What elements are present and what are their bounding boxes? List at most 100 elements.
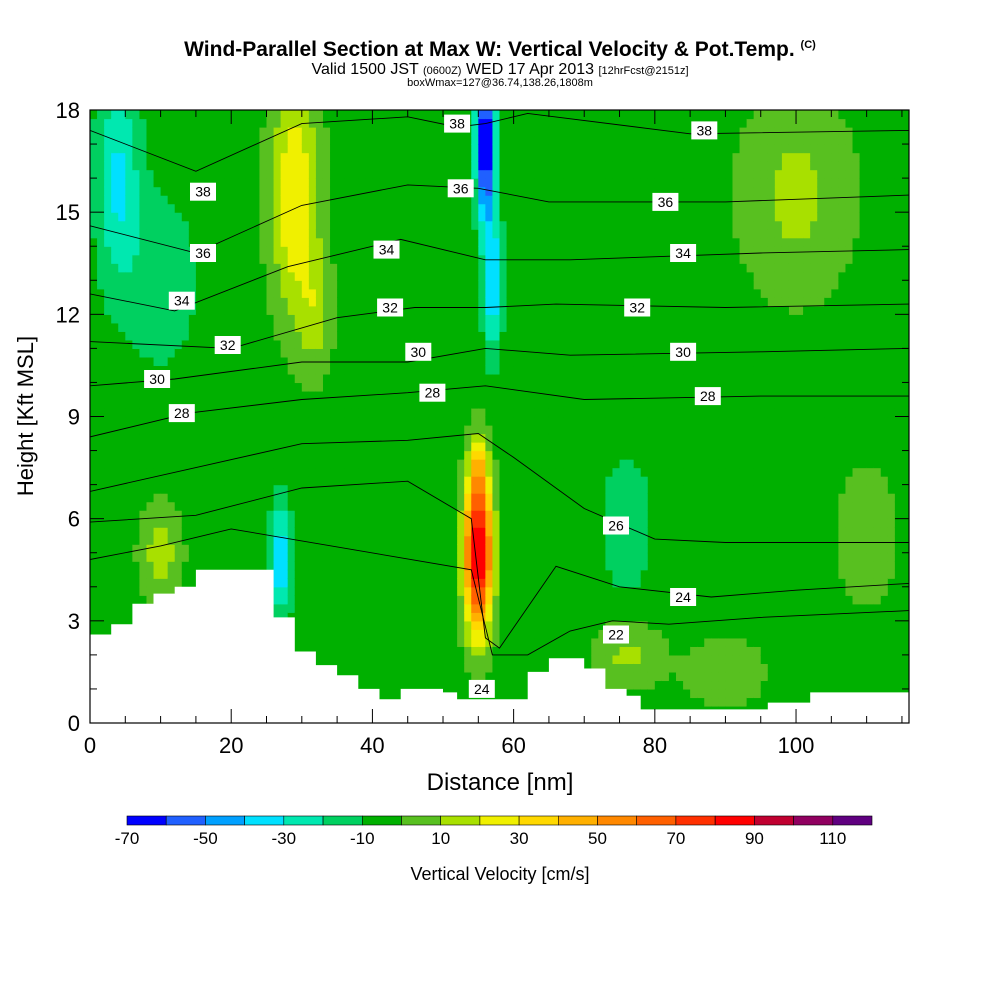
velocity-cell — [167, 501, 176, 511]
velocity-cell — [577, 561, 585, 571]
velocity-cell — [414, 178, 423, 188]
velocity-cell — [104, 569, 112, 579]
velocity-cell — [548, 280, 557, 290]
velocity-cell — [118, 152, 126, 162]
velocity-cell — [337, 229, 345, 239]
velocity-cell — [555, 152, 564, 162]
velocity-cell — [238, 246, 246, 256]
velocity-cell — [443, 680, 451, 690]
velocity-cell — [224, 425, 232, 435]
velocity-cell — [217, 127, 225, 137]
velocity-cell — [499, 186, 508, 196]
velocity-cell — [245, 450, 253, 460]
velocity-cell — [153, 144, 162, 154]
velocity-cell — [492, 203, 501, 213]
velocity-cell — [492, 510, 501, 520]
velocity-cell — [139, 518, 148, 528]
velocity-cell — [457, 552, 465, 562]
velocity-cell — [365, 612, 374, 622]
velocity-cell — [513, 501, 522, 511]
velocity-cell — [541, 629, 550, 639]
velocity-cell — [322, 212, 331, 222]
velocity-cell — [322, 518, 331, 528]
velocity-cell — [527, 518, 536, 528]
velocity-cell — [478, 212, 486, 222]
velocity-cell — [210, 212, 218, 222]
velocity-cell — [443, 152, 451, 162]
velocity-cell — [139, 348, 148, 358]
velocity-cell — [386, 629, 395, 639]
velocity-cell — [471, 356, 479, 367]
velocity-cell — [132, 135, 141, 145]
velocity-cell — [435, 467, 444, 477]
velocity-cell — [188, 314, 197, 324]
velocity-cell — [90, 229, 98, 239]
velocity-cell — [428, 186, 437, 196]
velocity-cell — [252, 144, 261, 154]
velocity-cell — [111, 390, 119, 401]
velocity-cell — [315, 407, 324, 418]
velocity-cell — [464, 459, 472, 469]
velocity-cell — [478, 365, 486, 375]
velocity-cell — [280, 382, 289, 392]
velocity-cell — [393, 654, 402, 664]
velocity-cell — [287, 501, 296, 511]
velocity-cell — [90, 535, 98, 545]
velocity-cell — [273, 305, 282, 315]
velocity-cell — [202, 220, 211, 230]
velocity-cell — [506, 527, 515, 537]
velocity-cell — [485, 467, 494, 477]
velocity-cell — [280, 501, 289, 511]
velocity-cell — [400, 169, 409, 179]
velocity-cell — [273, 288, 282, 298]
velocity-cell — [435, 561, 444, 571]
velocity-cell — [393, 399, 402, 409]
velocity-cell — [125, 203, 133, 213]
velocity-cell — [337, 365, 345, 375]
velocity-cell — [379, 425, 388, 435]
velocity-cell — [534, 425, 543, 435]
velocity-cell — [464, 237, 472, 247]
velocity-cell — [153, 467, 162, 477]
velocity-cell — [400, 671, 409, 682]
velocity-cell — [210, 552, 218, 562]
velocity-cell — [450, 629, 458, 639]
velocity-cell — [407, 620, 416, 630]
velocity-cell — [555, 552, 564, 562]
velocity-cell — [492, 144, 501, 154]
velocity-cell — [570, 314, 578, 324]
velocity-cell — [188, 305, 197, 315]
velocity-cell — [252, 135, 261, 145]
velocity-cell — [421, 612, 430, 622]
velocity-cell — [358, 297, 366, 307]
velocity-cell — [421, 416, 430, 426]
velocity-cell — [471, 510, 479, 520]
velocity-cell — [315, 280, 324, 290]
velocity-cell — [485, 331, 494, 341]
velocity-cell — [443, 220, 451, 230]
velocity-cell — [337, 135, 345, 145]
velocity-cell — [118, 467, 126, 477]
velocity-cell — [555, 373, 564, 384]
velocity-cell — [224, 442, 232, 452]
velocity-cell — [485, 178, 494, 188]
velocity-cell — [365, 586, 374, 596]
velocity-cell — [315, 425, 324, 435]
velocity-cell — [464, 161, 472, 171]
velocity-cell — [499, 203, 508, 213]
velocity-cell — [450, 654, 458, 664]
velocity-cell — [563, 518, 571, 528]
velocity-cell — [301, 518, 310, 528]
velocity-cell — [344, 305, 352, 315]
velocity-cell — [527, 442, 536, 452]
velocity-cell — [492, 654, 501, 664]
velocity-cell — [153, 178, 162, 188]
velocity-cell — [485, 416, 494, 426]
velocity-cell — [506, 595, 515, 605]
velocity-cell — [252, 476, 261, 486]
velocity-cell — [224, 552, 232, 562]
velocity-cell — [174, 356, 183, 367]
velocity-cell — [188, 203, 197, 213]
velocity-cell — [344, 365, 352, 375]
velocity-cell — [330, 212, 338, 222]
